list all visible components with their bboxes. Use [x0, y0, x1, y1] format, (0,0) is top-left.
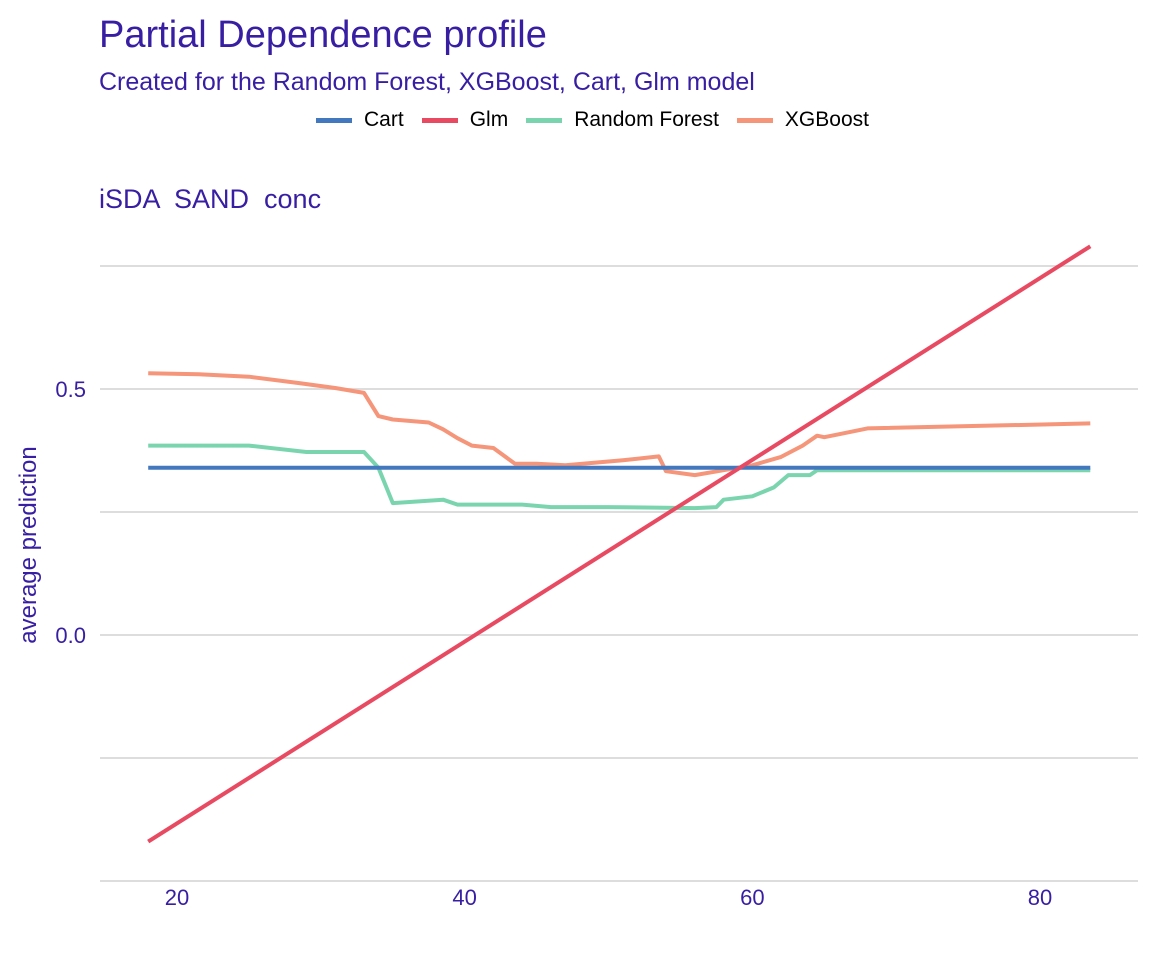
x-tick-label: 20 — [165, 885, 189, 910]
legend-key-glm — [421, 117, 458, 123]
chart-title: Partial Dependence profile — [99, 14, 547, 56]
series-line-glm — [147, 244, 1092, 844]
legend-key-xgboost — [736, 117, 773, 123]
y-axis-ticks: 0.0 0.5 — [55, 377, 86, 648]
legend-key-random-forest — [526, 117, 563, 123]
legend-label-random-forest: Random Forest — [574, 108, 719, 131]
legend-label-xgboost: XGBoost — [784, 108, 869, 131]
legend-item-cart: Cart — [316, 108, 404, 132]
legend-item-xgboost: XGBoost — [736, 108, 869, 132]
x-tick-label: 40 — [452, 885, 476, 910]
y-axis-label: average prediction — [15, 446, 42, 643]
series-lines — [147, 244, 1092, 844]
x-axis-ticks: 20 40 60 80 — [165, 885, 1052, 910]
legend-label-glm: Glm — [469, 108, 509, 131]
y-tick-label: 0.5 — [55, 377, 86, 402]
series-line-xgboost — [148, 371, 1091, 478]
x-tick-label: 80 — [1028, 885, 1052, 910]
y-tick-label: 0.0 — [55, 623, 86, 648]
gridlines — [100, 265, 1138, 882]
panel-title: iSDA SAND conc — [99, 184, 322, 214]
legend-key-cart — [316, 117, 352, 123]
legend-item-glm: Glm — [421, 108, 509, 132]
legend-item-random-forest: Random Forest — [526, 108, 719, 132]
legend: Cart Glm Random Forest XGBoost — [316, 107, 887, 133]
series-line-random-forest — [148, 443, 1091, 511]
legend-label-cart: Cart — [364, 108, 404, 131]
chart-subtitle: Created for the Random Forest, XGBoost, … — [99, 68, 755, 96]
x-tick-label: 60 — [740, 885, 764, 910]
